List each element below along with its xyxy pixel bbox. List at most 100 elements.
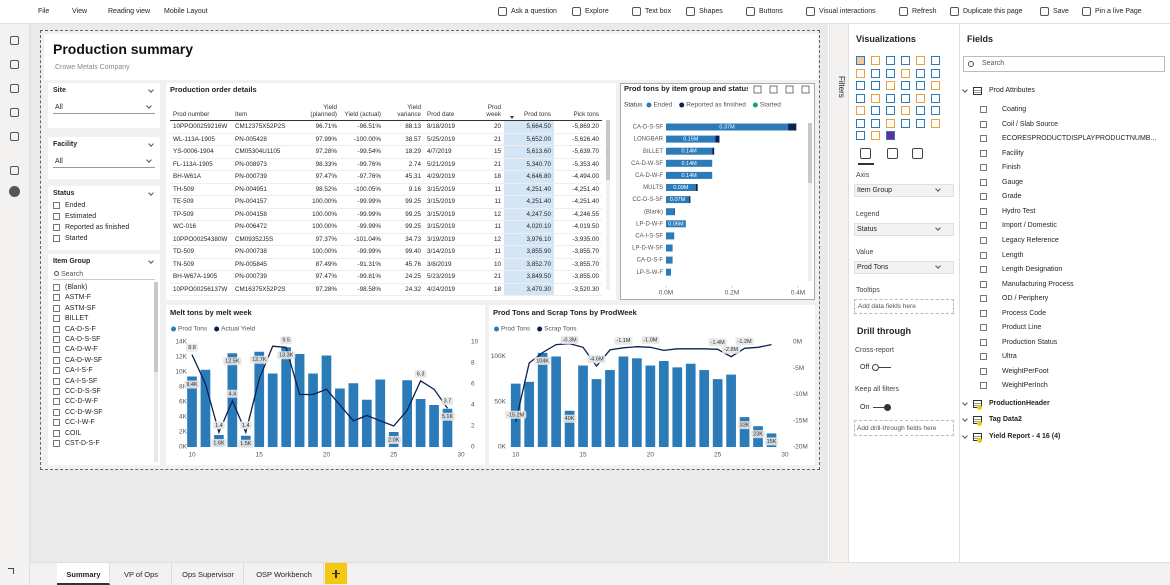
checkbox[interactable]: [980, 121, 987, 128]
visual-type-icon[interactable]: [871, 69, 880, 78]
checkbox[interactable]: [980, 193, 987, 200]
field-name[interactable]: OD / Periphery: [1002, 295, 1048, 302]
visual-type-icon[interactable]: [901, 94, 910, 103]
visual-type-icon[interactable]: [886, 69, 895, 78]
visual-type-icon[interactable]: [886, 106, 895, 115]
field-name[interactable]: WeightPerInch: [1002, 382, 1048, 389]
nav-icon[interactable]: [10, 108, 19, 117]
toolbar-button[interactable]: Ask a question: [511, 8, 557, 15]
visual-type-icon[interactable]: [916, 119, 925, 128]
visual-type-icon[interactable]: [901, 81, 910, 90]
checkbox[interactable]: [980, 106, 987, 113]
toolbar-button[interactable]: Save: [1053, 8, 1069, 15]
visual-type-icon[interactable]: [931, 81, 940, 90]
checkbox[interactable]: [53, 213, 60, 220]
menu-item[interactable]: Mobile Layout: [164, 8, 208, 15]
visual-type-icon[interactable]: [856, 81, 865, 90]
checkbox[interactable]: [53, 224, 60, 231]
checkbox[interactable]: [53, 378, 60, 385]
visual-type-icon[interactable]: [916, 94, 925, 103]
visual-type-icon[interactable]: [886, 56, 895, 65]
field-name[interactable]: Gauge: [1002, 179, 1023, 186]
visual-type-icon[interactable]: [931, 106, 940, 115]
visual-type-icon[interactable]: [901, 56, 910, 65]
pane-tab-icon[interactable]: [912, 148, 923, 159]
menu-item[interactable]: Reading view: [108, 8, 150, 15]
checkbox[interactable]: [980, 324, 987, 331]
visual-type-icon[interactable]: [931, 69, 940, 78]
field-name[interactable]: Coil / Slab Source: [1002, 121, 1058, 128]
toolbar-button[interactable]: Visual interactions: [819, 8, 876, 15]
column-header[interactable]: Yield (planned): [294, 96, 340, 121]
checkbox[interactable]: [53, 336, 60, 343]
toolbar-button[interactable]: Explore: [585, 8, 609, 15]
nav-icon[interactable]: [10, 84, 19, 93]
field-name[interactable]: Ultra: [1002, 353, 1017, 360]
field-name[interactable]: Import / Domestic: [1002, 222, 1057, 229]
column-header[interactable]: Yield (actual): [340, 96, 384, 121]
checkbox[interactable]: [53, 367, 60, 374]
field-name[interactable]: Length Designation: [1002, 266, 1062, 273]
visual-type-icon[interactable]: [856, 106, 865, 115]
checkbox[interactable]: [980, 368, 987, 375]
visual-type-icon[interactable]: [901, 69, 910, 78]
nav-icon[interactable]: [10, 36, 19, 45]
visual-type-icon[interactable]: [871, 131, 880, 140]
visual-type-icon[interactable]: [931, 94, 940, 103]
checkbox[interactable]: [53, 357, 60, 364]
visual-type-icon[interactable]: [856, 56, 865, 65]
checkbox[interactable]: [53, 388, 60, 395]
field-table-name[interactable]: ProductionHeader: [989, 400, 1050, 407]
pane-tab-icon[interactable]: [887, 148, 898, 159]
checkbox[interactable]: [53, 294, 60, 301]
visual-type-icon[interactable]: [916, 56, 925, 65]
visual-type-icon[interactable]: [886, 119, 895, 128]
field-name[interactable]: Grade: [1002, 193, 1021, 200]
toolbar-button[interactable]: Duplicate this page: [963, 8, 1023, 15]
visual-type-icon[interactable]: [871, 119, 880, 128]
visual-type-icon[interactable]: [871, 106, 880, 115]
field-name[interactable]: Facility: [1002, 150, 1024, 157]
field-name[interactable]: ECORESPRODUCTDISPLAYPRODUCTNUMB...: [1002, 135, 1156, 142]
checkbox[interactable]: [980, 310, 987, 317]
visual-type-icon[interactable]: [871, 94, 880, 103]
visual-type-icon[interactable]: [886, 81, 895, 90]
pane-tab-icon[interactable]: [860, 148, 871, 159]
checkbox[interactable]: [53, 409, 60, 416]
checkbox[interactable]: [53, 305, 60, 312]
checkbox[interactable]: [980, 252, 987, 259]
field-name[interactable]: Legacy Reference: [1002, 237, 1059, 244]
visual-type-icon[interactable]: [886, 131, 895, 140]
visual-type-icon[interactable]: [856, 131, 865, 140]
column-header[interactable]: Yield variance: [384, 96, 424, 121]
visual-type-icon[interactable]: [931, 56, 940, 65]
nav-avatar[interactable]: [9, 186, 20, 197]
visual-type-icon[interactable]: [856, 94, 865, 103]
visual-type-icon[interactable]: [916, 69, 925, 78]
field-name[interactable]: Coating: [1002, 106, 1026, 113]
nav-icon[interactable]: [10, 132, 19, 141]
checkbox[interactable]: [53, 419, 60, 426]
checkbox[interactable]: [980, 164, 987, 171]
menu-item[interactable]: View: [72, 8, 87, 15]
field-name[interactable]: Production Status: [1002, 339, 1057, 346]
toolbar-button[interactable]: Refresh: [912, 8, 937, 15]
checkbox[interactable]: [53, 235, 60, 242]
menu-item[interactable]: File: [38, 8, 49, 15]
checkbox[interactable]: [980, 208, 987, 215]
checkbox[interactable]: [980, 266, 987, 273]
nav-icon[interactable]: [10, 166, 19, 175]
nav-icon[interactable]: [10, 60, 19, 69]
checkbox[interactable]: [980, 339, 987, 346]
field-name[interactable]: Manufacturing Process: [1002, 281, 1074, 288]
checkbox[interactable]: [53, 430, 60, 437]
checkbox[interactable]: [53, 315, 60, 322]
toolbar-button[interactable]: Pin a live Page: [1095, 8, 1142, 15]
toolbar-button[interactable]: Text box: [645, 8, 671, 15]
visual-type-icon[interactable]: [901, 119, 910, 128]
field-name[interactable]: Process Code: [1002, 310, 1046, 317]
visual-type-icon[interactable]: [901, 106, 910, 115]
visual-type-icon[interactable]: [916, 81, 925, 90]
checkbox[interactable]: [53, 398, 60, 405]
field-name[interactable]: Length: [1002, 252, 1023, 259]
